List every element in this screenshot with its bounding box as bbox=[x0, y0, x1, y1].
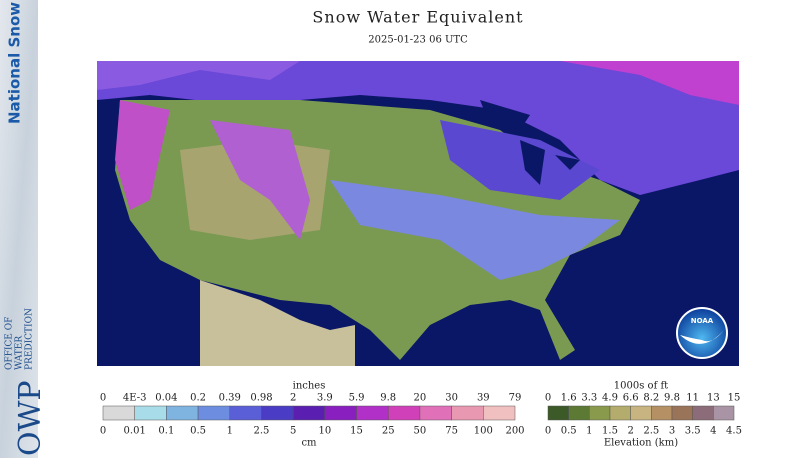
color-swatch bbox=[229, 405, 262, 421]
legend-label: 0 bbox=[100, 426, 106, 437]
org-line: WATER bbox=[15, 336, 25, 370]
owp-logo: OWP bbox=[13, 380, 48, 456]
legend-label: 200 bbox=[505, 426, 524, 437]
legend-label: 9.8 bbox=[380, 393, 396, 404]
color-swatch bbox=[547, 405, 569, 421]
sidebar bbox=[0, 0, 38, 458]
color-swatch bbox=[483, 405, 516, 421]
color-swatch bbox=[651, 405, 673, 421]
color-swatch bbox=[356, 405, 389, 421]
rockies-snow bbox=[210, 120, 310, 240]
legend-unit: cm bbox=[301, 438, 317, 449]
legend-label: 25 bbox=[382, 426, 395, 437]
legend-label: 5 bbox=[290, 426, 296, 437]
color-swatch bbox=[387, 405, 421, 421]
legend-label: 75 bbox=[445, 426, 458, 437]
color-swatch bbox=[261, 405, 294, 421]
color-swatch bbox=[609, 405, 631, 421]
legend-label: 2.5 bbox=[643, 426, 659, 437]
color-swatch bbox=[166, 405, 199, 421]
sidebar-title: National Snow Analysis bbox=[6, 0, 24, 124]
legend-label: 0.04 bbox=[155, 393, 177, 404]
org-line: PREDICTION bbox=[25, 308, 35, 370]
legend-label: 0 bbox=[100, 393, 106, 404]
great-lakes bbox=[480, 100, 580, 185]
legend-label: 0.98 bbox=[250, 393, 272, 404]
legend-label: 0 bbox=[545, 426, 551, 437]
color-swatch bbox=[630, 405, 652, 421]
legend-label: 30 bbox=[445, 393, 458, 404]
legend-label: 4.5 bbox=[726, 426, 742, 437]
swe-legend: inches 0 4E-3 0.04 0.2 0.39 0.98 2 3.9 5.9 9.8 20 30… bbox=[100, 381, 525, 449]
canada-west bbox=[97, 61, 300, 90]
legend-label: 0.5 bbox=[561, 426, 577, 437]
legend-label: 0.5 bbox=[190, 426, 206, 437]
legend-label: 15 bbox=[350, 426, 363, 437]
subtitle: 2025-01-23 06 UTC bbox=[368, 35, 468, 46]
legend-label: 8.2 bbox=[643, 393, 659, 404]
noaa-text: NOAA bbox=[691, 317, 714, 325]
legend-label: 50 bbox=[414, 426, 427, 437]
legend-label: 0.1 bbox=[158, 426, 174, 437]
legend-label: 79 bbox=[509, 393, 522, 404]
color-swatch bbox=[419, 405, 452, 421]
legend-label: 0.01 bbox=[124, 426, 146, 437]
snow-band bbox=[330, 180, 620, 280]
canada bbox=[97, 61, 739, 195]
legend-label: 2 bbox=[290, 393, 296, 404]
color-swatch bbox=[292, 405, 326, 421]
legend-label: 11 bbox=[686, 393, 699, 404]
legend-label: 3.9 bbox=[317, 393, 333, 404]
legend-label: 0.39 bbox=[219, 393, 241, 404]
legend-label: 1 bbox=[586, 426, 592, 437]
legend-label: 3.3 bbox=[581, 393, 597, 404]
legend-unit: inches bbox=[293, 381, 326, 392]
legend-unit: 1000s of ft bbox=[614, 381, 668, 392]
legend-label: 1 bbox=[227, 426, 233, 437]
color-swatch bbox=[692, 405, 714, 421]
legend-label: 5.9 bbox=[349, 393, 365, 404]
color-swatch bbox=[713, 405, 735, 421]
legend-label: 4E-3 bbox=[123, 393, 147, 404]
legend-label: 3 bbox=[669, 426, 675, 437]
title: Snow Water Equivalent bbox=[312, 8, 523, 27]
mexico bbox=[200, 280, 355, 366]
color-swatch bbox=[324, 405, 357, 421]
legend-unit: Elevation (km) bbox=[604, 438, 678, 449]
legend-label: 1.6 bbox=[561, 393, 577, 404]
legend-label: 3.5 bbox=[685, 426, 701, 437]
legend-label: 100 bbox=[474, 426, 493, 437]
color-swatch bbox=[197, 405, 231, 421]
legend-label: 0.2 bbox=[190, 393, 206, 404]
canada-east bbox=[560, 61, 739, 105]
color-swatch bbox=[451, 405, 484, 421]
legend-label: 4.9 bbox=[602, 393, 618, 404]
legend-label: 13 bbox=[707, 393, 720, 404]
color-swatch bbox=[568, 405, 590, 421]
org-line: OFFICE OF bbox=[5, 317, 15, 370]
color-swatch bbox=[102, 405, 135, 421]
legend-label: 0 bbox=[545, 393, 551, 404]
legend-label: 1.5 bbox=[602, 426, 618, 437]
legend-label: 39 bbox=[477, 393, 490, 404]
pacific-snow bbox=[115, 100, 170, 210]
elevation-legend: 1000s of ft0 1.6 3.3 4.9 6.6 8.2 9.8 11 13 150 0.5… bbox=[545, 381, 742, 449]
legend-label: 4 bbox=[710, 426, 716, 437]
legend-label: 10 bbox=[318, 426, 331, 437]
legend-label: 20 bbox=[414, 393, 427, 404]
legend-label: 2.5 bbox=[254, 426, 270, 437]
noaa-logo bbox=[676, 307, 728, 359]
legend-label: 9.8 bbox=[664, 393, 680, 404]
legend-label: 2 bbox=[627, 426, 633, 437]
legend-label: 6.6 bbox=[623, 393, 639, 404]
color-swatch bbox=[589, 405, 611, 421]
noaa-gull bbox=[680, 330, 724, 344]
color-swatch bbox=[671, 405, 693, 421]
color-swatch bbox=[134, 405, 167, 421]
legend-label: 15 bbox=[728, 393, 741, 404]
map: NOAA bbox=[97, 61, 739, 366]
great-lakes-snow bbox=[440, 120, 600, 200]
